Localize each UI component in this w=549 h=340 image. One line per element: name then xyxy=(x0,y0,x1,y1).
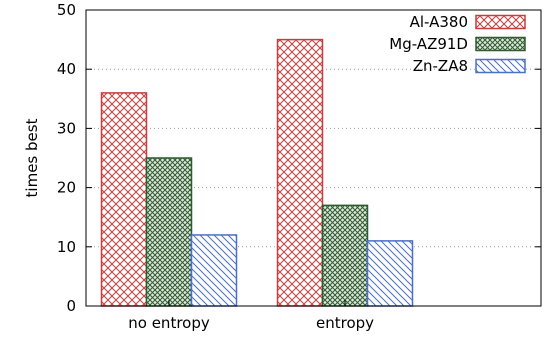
x-tick-label: no entropy xyxy=(128,314,210,332)
y-tick-label: 0 xyxy=(66,297,76,315)
x-tick-label: entropy xyxy=(316,314,374,332)
plot-frame xyxy=(85,9,542,307)
y-axis-ticks: 0 10 20 30 40 50 xyxy=(57,1,541,315)
bar-mg-az91d-entropy xyxy=(321,204,369,307)
y-tick-label: 40 xyxy=(57,60,76,78)
y-tick-label: 20 xyxy=(57,179,76,197)
x-axis-ticks: no entropy entropy xyxy=(128,300,374,332)
bar-zn-za8-no-entropy xyxy=(190,234,238,307)
legend-label: Mg-AZ91D xyxy=(389,35,468,53)
legend-label: Zn-ZA8 xyxy=(413,57,468,75)
y-axis-title: times best xyxy=(23,118,41,197)
legend-label: Al-A380 xyxy=(410,13,468,31)
bar-al-a380-entropy xyxy=(276,38,324,307)
bars xyxy=(100,38,414,307)
legend-swatch xyxy=(475,36,526,52)
bar-al-a380-no-entropy xyxy=(100,92,148,307)
bar-zn-za8-entropy xyxy=(366,240,414,307)
y-tick-label: 50 xyxy=(57,1,76,19)
legend-swatch xyxy=(475,58,526,74)
legend-swatch xyxy=(475,14,526,30)
legend: Al-A380 Mg-AZ91D Zn-ZA8 xyxy=(389,13,526,75)
bar-mg-az91d-no-entropy xyxy=(145,157,193,307)
y-tick-label: 30 xyxy=(57,119,76,137)
y-tick-label: 10 xyxy=(57,238,76,256)
